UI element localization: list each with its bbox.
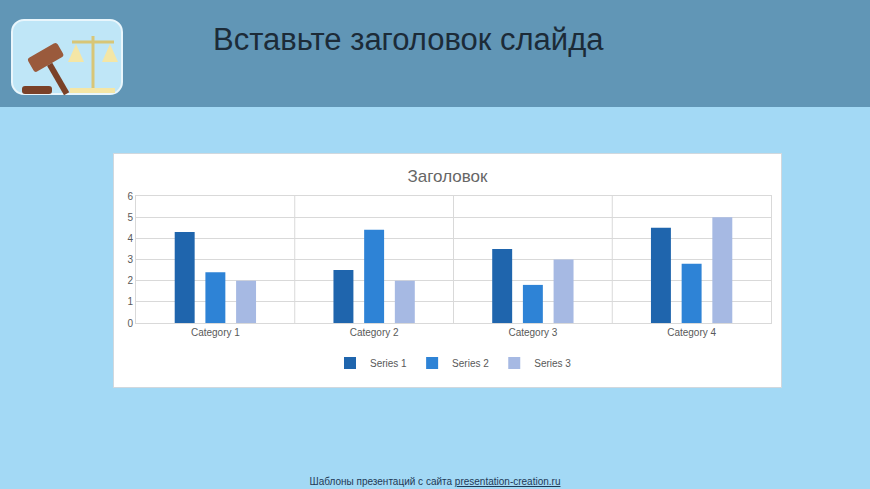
html-text:Шаблоны презентаций с сайта pr: Шаблоны презентаций с сайта presentation… bbox=[309, 476, 561, 487]
svg-text:2: 2 bbox=[127, 275, 133, 286]
svg-text:Category 4: Category 4 bbox=[667, 327, 716, 338]
html-text:Вставьте заголовок слайда: Вставьте заголовок слайда bbox=[213, 22, 604, 57]
svg-text:1: 1 bbox=[127, 296, 133, 307]
svg-text:0: 0 bbox=[127, 318, 133, 329]
svg-text:4: 4 bbox=[127, 233, 133, 244]
svg-text:Series 3: Series 3 bbox=[534, 358, 571, 369]
svg-text:Category 3: Category 3 bbox=[508, 327, 557, 338]
svg-text:Category 2: Category 2 bbox=[350, 327, 399, 338]
svg-text:Заголовок: Заголовок bbox=[408, 167, 488, 186]
svg-text:Category 1: Category 1 bbox=[191, 327, 240, 338]
svg-text:6: 6 bbox=[127, 191, 133, 202]
svg-text:Series 1: Series 1 bbox=[370, 358, 407, 369]
svg-text:Series 2: Series 2 bbox=[452, 358, 489, 369]
svg-text:3: 3 bbox=[127, 254, 133, 265]
svg-text:5: 5 bbox=[127, 212, 133, 223]
